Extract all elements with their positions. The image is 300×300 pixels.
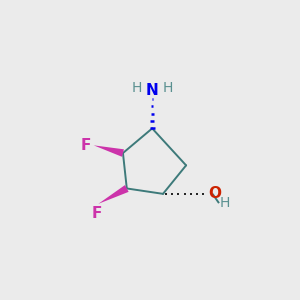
Text: N: N	[146, 83, 159, 98]
Polygon shape	[98, 185, 129, 204]
Text: O: O	[208, 186, 221, 201]
Polygon shape	[94, 145, 124, 157]
Text: F: F	[80, 138, 91, 153]
Text: F: F	[92, 206, 102, 221]
Text: H: H	[219, 196, 230, 210]
Text: H: H	[132, 80, 142, 94]
Text: H: H	[162, 80, 173, 94]
